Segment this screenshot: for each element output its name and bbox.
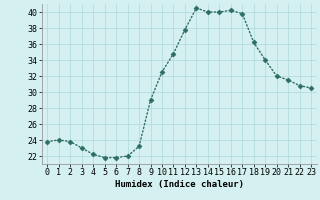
X-axis label: Humidex (Indice chaleur): Humidex (Indice chaleur)	[115, 180, 244, 189]
